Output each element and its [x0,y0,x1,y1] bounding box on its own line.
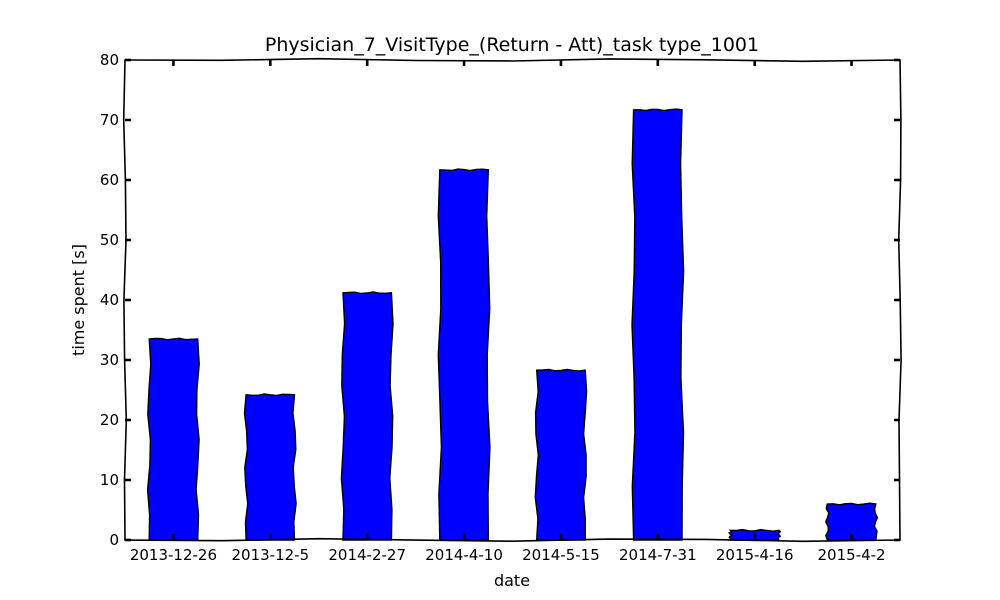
y-tick-label: 40 [100,291,119,309]
bar-2013-12-5 [243,393,297,541]
bar-2015-4-2 [825,502,879,541]
x-tick-label: 2015-4-16 [716,546,794,564]
x-tick-label: 2014-2-27 [328,546,406,564]
bar-2014-5-15 [534,368,588,541]
ticks-layer: 0 10 20 30 40 50 60 70 80 2013-12-26 2013-12-5 2014… [100,51,900,564]
x-tick-label: 2015-4-2 [818,546,886,564]
bar-2013-12-26 [146,337,200,541]
y-tick-label: 60 [100,171,119,189]
bar-2014-2-27 [340,291,394,541]
y-tick-label: 0 [109,531,119,549]
x-tick-label: 2014-4-10 [425,546,503,564]
chart-title: Physician_7_VisitType_(Return - Att)_tas… [265,34,759,56]
x-tick-label: 2014-7-31 [619,546,697,564]
x-tick-label: 2014-5-15 [522,546,600,564]
bar-2014-7-31 [631,108,685,541]
plot-frame [122,57,902,543]
x-tick-label: 2013-12-26 [130,546,217,564]
y-tick-label: 30 [100,351,119,369]
y-tick-label: 10 [100,471,119,489]
y-tick-label: 70 [100,111,119,129]
y-axis-label: time spent [s] [69,244,88,356]
y-tick-label: 20 [100,411,119,429]
x-axis-label: date [494,571,530,590]
bar-2014-4-10 [437,168,491,541]
bars-layer [146,108,879,541]
x-tick-label: 2013-12-5 [231,546,309,564]
y-tick-label: 80 [100,51,119,69]
y-tick-label: 50 [100,231,119,249]
